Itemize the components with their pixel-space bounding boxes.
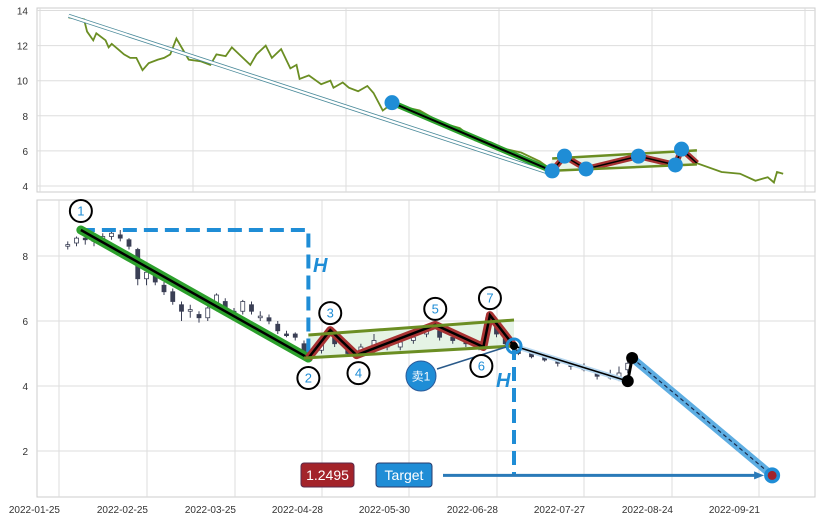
- x-tick-label: 2022-02-25: [97, 505, 149, 516]
- y-tick-label: 2: [22, 447, 28, 458]
- target-arrowhead: [754, 471, 765, 480]
- x-tick-label: 2022-06-28: [447, 505, 499, 516]
- candle-body: [74, 237, 79, 244]
- candle-body: [109, 232, 114, 237]
- x-tick-label: 2022-09-21: [709, 505, 761, 516]
- pivot-dot: [384, 95, 400, 111]
- pattern-point-marker: [477, 286, 502, 311]
- overview-panel: 4 6 8 10 12 14: [17, 7, 816, 193]
- pivot-dot: [630, 148, 646, 164]
- pattern-point-marker: [469, 354, 494, 378]
- target-point-core: [767, 470, 777, 480]
- down-leg-core: [391, 101, 553, 172]
- pattern-point-label: 2: [305, 371, 312, 386]
- y-tick-label: 14: [17, 7, 29, 18]
- projection-point: [621, 375, 634, 388]
- pattern-point-marker: [318, 301, 343, 326]
- candle-body: [292, 333, 298, 338]
- candle-body: [205, 307, 211, 319]
- height-label-left: H: [313, 255, 328, 277]
- candle-body: [126, 239, 132, 247]
- candle-body: [170, 291, 176, 302]
- pattern-point-marker: [346, 361, 371, 386]
- pattern-point-marker: [423, 296, 448, 321]
- pivot-dot: [544, 163, 560, 179]
- channel-line: [308, 318, 515, 337]
- candle-body: [82, 237, 88, 241]
- candle-body: [257, 315, 263, 319]
- pivot-dot: [674, 141, 690, 157]
- candle-body: [161, 284, 167, 293]
- y-tick-label: 4: [22, 182, 28, 193]
- target-value-label: 1.2495: [306, 467, 349, 483]
- candle-body: [240, 301, 246, 312]
- x-tick-label: 2022-08-24: [622, 505, 674, 516]
- x-tick-label: 2022-04-28: [272, 505, 324, 516]
- y-tick-label: 10: [17, 77, 29, 88]
- candle-body: [65, 244, 71, 247]
- y-tick-label: 4: [22, 382, 28, 393]
- projection-leg-dashed: [631, 357, 773, 476]
- pattern-point-marker: [296, 366, 321, 391]
- pattern-point-label: 1: [77, 204, 84, 219]
- x-tick-label: 2022-07-27: [534, 505, 586, 516]
- pivot-dot: [556, 148, 572, 164]
- candle-body: [179, 304, 184, 312]
- y-tick-label: 6: [22, 317, 28, 328]
- x-tick-label: 2022-05-30: [359, 505, 411, 516]
- value-badge: 1.2495: [300, 462, 355, 488]
- pivot-dot: [667, 157, 683, 173]
- y-tick-label: 12: [17, 42, 29, 53]
- pattern-point-marker: [68, 199, 93, 223]
- candle-body: [187, 309, 193, 312]
- sell-arrow: [436, 346, 507, 370]
- pattern-point-label: 5: [432, 301, 439, 316]
- candle-body: [266, 317, 272, 322]
- height-dashed-line: [80, 228, 311, 359]
- height-label-right: H: [496, 370, 511, 392]
- pattern-point-label: 3: [327, 306, 334, 321]
- candle-body: [249, 304, 254, 312]
- decline-leg: [513, 345, 628, 382]
- candle-body: [275, 323, 281, 332]
- detail-panel: 2022-01-25 2022-02-25 2022-03-25 2022-04-28…: [9, 199, 816, 516]
- target-badge: Target: [375, 462, 433, 488]
- x-tick-label: 2022-03-25: [185, 505, 237, 516]
- trend-arrow-inner: [68, 14, 550, 174]
- candle-body: [196, 314, 202, 319]
- candle-body: [284, 333, 289, 337]
- x-tick-label: 2022-01-25: [9, 505, 61, 516]
- sell-marker: 卖1: [405, 360, 437, 392]
- candle-body: [144, 271, 149, 280]
- y-tick-label: 8: [22, 252, 28, 263]
- pattern-point-label: 4: [355, 366, 362, 381]
- y-tick-label: 8: [22, 112, 28, 123]
- target-label: Target: [385, 467, 424, 483]
- sell-point-core: [510, 342, 518, 351]
- channel-line: [552, 149, 697, 160]
- candle-body: [117, 234, 123, 239]
- y-tick-label: 6: [22, 147, 28, 158]
- sell-point: [505, 337, 523, 355]
- projection-point: [626, 352, 639, 365]
- pattern-point-label: 6: [478, 359, 485, 374]
- down-leg-core: [80, 228, 309, 360]
- sell-label: 卖1: [412, 370, 431, 384]
- pivot-dot: [578, 161, 594, 177]
- pattern-point-label: 7: [486, 291, 493, 306]
- channel-line: [303, 344, 515, 360]
